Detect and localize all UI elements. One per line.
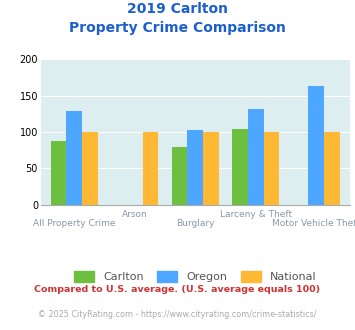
Bar [143,132,158,205]
Bar [308,86,324,205]
Text: © 2025 CityRating.com - https://www.cityrating.com/crime-statistics/: © 2025 CityRating.com - https://www.city… [38,310,317,319]
Text: Motor Vehicle Theft: Motor Vehicle Theft [272,219,355,228]
Legend: Carlton, Oregon, National: Carlton, Oregon, National [75,271,316,282]
Text: Arson: Arson [122,210,148,218]
Bar [248,110,264,205]
Text: Compared to U.S. average. (U.S. average equals 100): Compared to U.S. average. (U.S. average … [34,285,321,294]
Bar [171,147,187,205]
Bar [187,130,203,205]
Bar [50,141,66,205]
Bar [264,132,279,205]
Bar [203,132,219,205]
Text: 2019 Carlton: 2019 Carlton [127,2,228,16]
Bar [66,111,82,205]
Text: All Property Crime: All Property Crime [33,219,115,228]
Text: Property Crime Comparison: Property Crime Comparison [69,21,286,35]
Bar [82,132,98,205]
Bar [232,129,248,205]
Bar [324,132,340,205]
Text: Burglary: Burglary [176,219,214,228]
Text: Larceny & Theft: Larceny & Theft [220,210,292,218]
